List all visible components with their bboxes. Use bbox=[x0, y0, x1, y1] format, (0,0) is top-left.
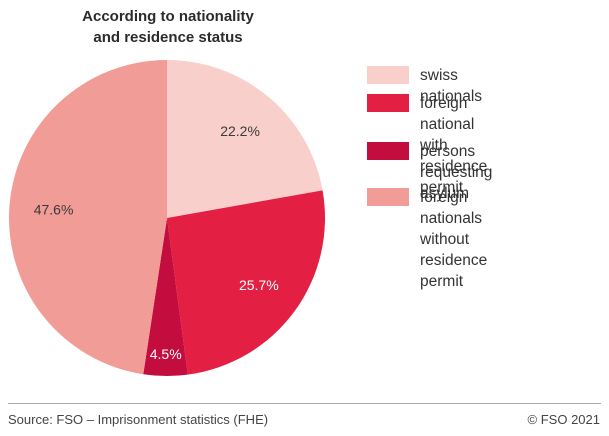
legend-label-swiss-nationals: swiss nationals bbox=[420, 67, 483, 105]
pie-slice-asylum-seekers bbox=[143, 218, 188, 377]
legend-label-foreign-without-permit: foreign nationals without residence perm… bbox=[420, 189, 488, 290]
pie-slice-foreign-with-permit bbox=[167, 190, 325, 375]
legend-item-foreign-with-permit: foreign national with residence permit bbox=[367, 94, 487, 198]
slice-value-label-swiss-nationals: 22.2% bbox=[220, 123, 260, 139]
legend-swatch-swiss-nationals bbox=[367, 66, 409, 84]
legend-label-asylum-seekers: persons requesting asylum bbox=[420, 143, 493, 202]
pie-slice-swiss-nationals bbox=[167, 60, 323, 218]
legend-item-asylum-seekers: persons requesting asylum bbox=[367, 142, 492, 204]
copyright-note: © FSO 2021 bbox=[527, 412, 600, 427]
source-note: Source: FSO – Imprisonment statistics (F… bbox=[8, 412, 269, 427]
legend-swatch-asylum-seekers bbox=[367, 142, 409, 160]
slice-value-label-foreign-without-permit: 47.6% bbox=[34, 201, 74, 217]
footer-divider bbox=[8, 403, 601, 404]
slice-value-label-foreign-with-permit: 25.7% bbox=[239, 277, 279, 293]
legend-item-swiss-nationals: swiss nationals bbox=[367, 66, 482, 107]
legend-swatch-foreign-with-permit bbox=[367, 94, 409, 112]
slice-value-label-asylum-seekers: 4.5% bbox=[150, 346, 182, 362]
chart-title: According to nationality and residence s… bbox=[40, 6, 296, 48]
legend-label-foreign-with-permit: foreign national with residence permit bbox=[420, 95, 488, 196]
legend-item-foreign-without-permit: foreign nationals without residence perm… bbox=[367, 188, 487, 292]
chart-title-line-1: According to nationality bbox=[82, 8, 254, 25]
pie-slice-foreign-without-permit bbox=[9, 60, 167, 375]
chart-title-line-2: and residence status bbox=[93, 29, 243, 46]
legend-swatch-foreign-without-permit bbox=[367, 188, 409, 206]
